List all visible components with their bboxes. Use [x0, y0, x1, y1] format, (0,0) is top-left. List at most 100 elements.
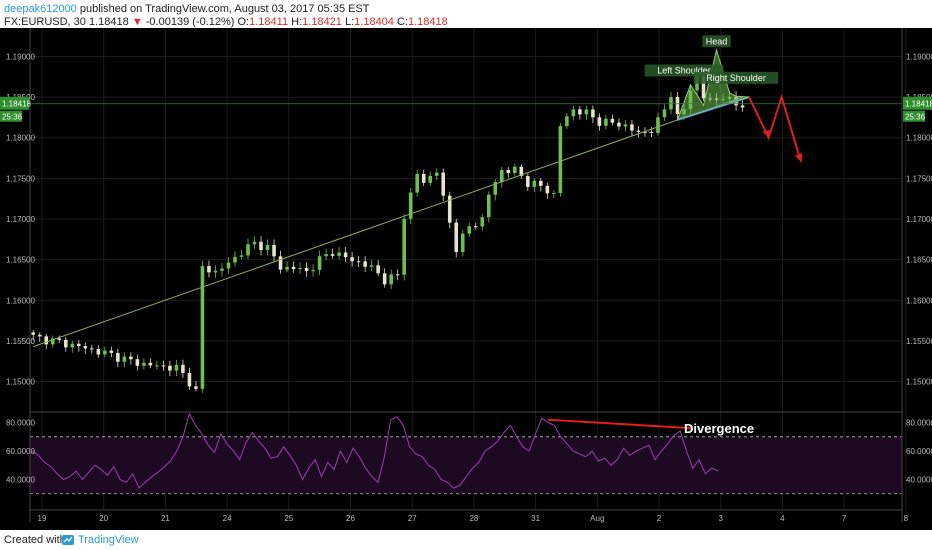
candle-body	[70, 343, 75, 348]
candle-body	[656, 117, 660, 133]
chart-header: deepak612000 published on TradingView.co…	[0, 0, 932, 30]
x-tick-label: 19	[38, 514, 47, 523]
candle-body	[142, 362, 146, 366]
price-badge-text-right: 1.18418	[905, 100, 932, 109]
x-tick-label: 27	[408, 514, 417, 523]
x-tick-label: 20	[99, 514, 108, 523]
candle-body	[467, 226, 472, 234]
price-badge-left	[0, 96, 29, 110]
x-tick-label: 8	[904, 514, 909, 523]
price-change: -0.00139 (-0.12%)	[145, 16, 235, 28]
candle-body	[265, 245, 270, 251]
open-value: 1.18411	[249, 16, 289, 28]
candle-body	[272, 245, 276, 257]
y-tick-label-right: 1.17500	[906, 174, 932, 183]
candle-body	[447, 195, 452, 223]
candle-body	[324, 254, 328, 257]
x-tick-label: 21	[161, 514, 170, 523]
high-value: 1.18421	[302, 16, 342, 28]
candle-body	[200, 266, 205, 389]
candle-body	[675, 97, 680, 115]
candle-body	[428, 175, 432, 183]
x-tick-label: 25	[284, 514, 293, 523]
candle-body	[96, 348, 101, 355]
candle-body	[584, 109, 589, 115]
x-tick-label: 26	[346, 514, 355, 523]
rsi-tick-label-left: 80.0000	[6, 419, 35, 428]
candle-body	[213, 270, 218, 273]
candle-body	[252, 241, 257, 245]
candle-body	[597, 117, 602, 126]
candle-body	[539, 180, 543, 186]
candle-body	[558, 126, 563, 194]
candle-body	[513, 166, 517, 174]
publish-text: published on TradingView.com, August 03,…	[79, 3, 370, 15]
candle-body	[148, 362, 153, 366]
tradingview-brand[interactable]: TradingView	[78, 534, 139, 546]
y-tick-label-left: 1.17000	[6, 215, 35, 224]
candle-body	[532, 180, 537, 187]
candle-body	[408, 192, 413, 219]
candle-body	[77, 343, 81, 347]
y-tick-label-left: 1.16500	[6, 256, 35, 265]
candle-body	[415, 173, 419, 193]
candle-body	[343, 252, 348, 258]
symbol-label: FX:EURUSD, 30	[4, 16, 86, 28]
created-with-text: Created with	[4, 534, 66, 546]
candle-body	[174, 364, 179, 371]
candle-body	[135, 359, 140, 366]
rsi-tick-label-right: 40.0000	[906, 476, 932, 485]
candle-body	[129, 356, 133, 360]
candle-body	[565, 116, 569, 127]
candle-body	[486, 194, 491, 218]
close-label: C:	[396, 16, 408, 28]
last-price: 1.18418	[88, 16, 129, 28]
candle-body	[291, 266, 296, 270]
candle-body	[64, 339, 68, 348]
candle-body	[220, 268, 224, 271]
rsi-tick-label-right: 80.0000	[906, 419, 932, 428]
candle-body	[480, 217, 485, 227]
candle-body	[304, 267, 309, 272]
candle-body	[57, 338, 62, 340]
price-badge-text-left: 1.18418	[2, 100, 31, 109]
annotation-label: Left Shoulder	[657, 66, 711, 76]
high-label: H:	[291, 16, 303, 28]
y-tick-label-right: 1.15000	[906, 378, 932, 387]
rsi-panel: Divergence	[30, 412, 902, 495]
candle-body	[669, 97, 673, 110]
candle-body	[454, 222, 459, 252]
author-link[interactable]: deepak612000	[4, 3, 77, 15]
countdown-badge-right	[903, 110, 925, 122]
candle-body	[630, 124, 634, 131]
candle-body	[460, 233, 465, 252]
candle-body	[389, 274, 393, 285]
y-tick-label-right: 1.19000	[906, 52, 932, 61]
x-tick-label: 2	[657, 514, 662, 523]
publish-info: deepak612000 published on TradingView.co…	[4, 3, 370, 15]
candle-body	[44, 336, 49, 345]
candle-body	[591, 109, 595, 118]
x-tick-label: 7	[842, 514, 847, 523]
candle-body	[473, 226, 478, 228]
candle-body	[526, 176, 530, 187]
candle-body	[363, 261, 367, 267]
candle-body	[337, 252, 341, 256]
divergence-label: Divergence	[684, 421, 754, 436]
annotation-box	[702, 35, 731, 48]
candle-body	[285, 266, 289, 270]
tradingview-logo-icon	[62, 535, 74, 545]
low-label: L:	[344, 16, 355, 28]
candle-body	[441, 172, 446, 196]
candle-body	[298, 267, 302, 270]
candle-body	[571, 109, 576, 117]
countdown-badge-left	[0, 110, 22, 122]
candle-body	[155, 365, 159, 367]
y-tick-label-right: 1.16000	[906, 296, 932, 305]
x-tick-label: 3	[718, 514, 723, 523]
candle-body	[83, 346, 88, 349]
open-label: O:	[237, 16, 250, 28]
candle-body	[369, 265, 374, 267]
divergence-line	[548, 418, 693, 430]
